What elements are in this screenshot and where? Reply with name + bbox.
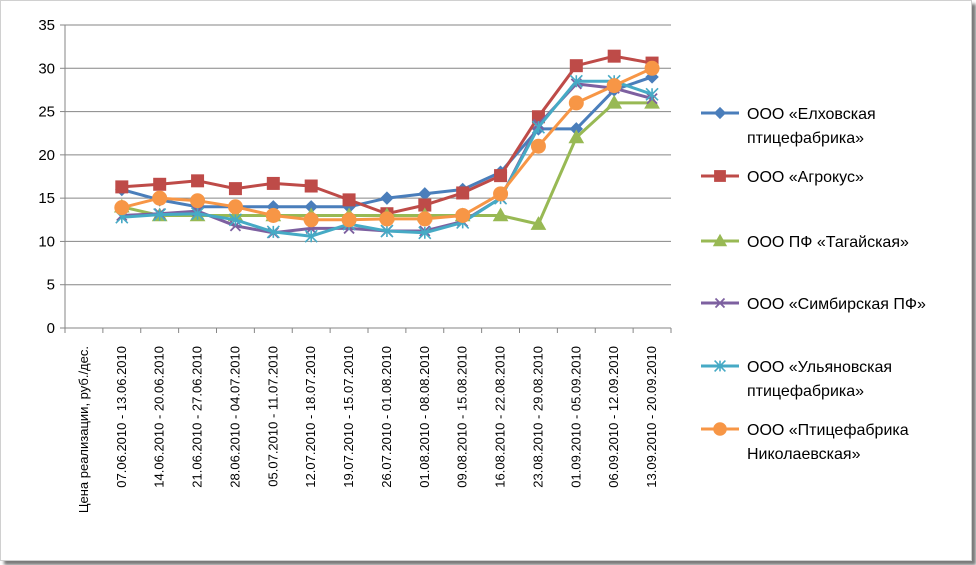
data-point [492,207,509,222]
data-point [418,226,432,240]
data-point [380,191,394,205]
data-point [341,212,357,228]
data-point [379,211,395,227]
y-tick-label: 15 [38,190,55,207]
data-point [494,169,508,183]
x-tick-label: 05.07.2010 - 11.07.2010 [265,346,280,487]
data-point [645,87,659,101]
data-point [266,225,280,239]
y-tick-label: 25 [38,104,55,121]
data-point [713,106,727,120]
legend-label: Николаевская» [747,446,861,463]
data-point [190,207,205,221]
data-point [530,138,546,154]
data-point [303,212,319,228]
data-point [115,180,129,194]
data-point [114,200,130,216]
data-point [304,229,318,243]
data-point [569,74,583,88]
data-point [227,199,243,215]
x-tick-label: 01.09.2010 - 05.09.2010 [568,346,583,488]
data-point [191,174,205,188]
x-tick-label: 19.07.2010 - 15.07.2010 [341,346,356,488]
data-point [152,190,168,206]
data-point [456,186,470,200]
x-tick-label: 28.06.2010 - 04.07.2010 [227,346,242,488]
data-point [569,59,583,73]
x-tick-label: 13.09.2010 - 20.09.2010 [644,346,659,488]
data-point [606,78,622,94]
x-tick-label: 12.07.2010 - 18.07.2010 [303,346,318,488]
x-tick-label: Цена реализации, руб./дес. [76,346,91,513]
legend-label: ООО «Елховская [747,106,876,123]
data-point [304,179,318,193]
data-point [153,177,167,191]
legend-label: ООО «Ульяновская [747,359,892,376]
legend-label: ООО «Симбирская ПФ» [747,296,926,313]
legend-label: птицефабрика» [747,383,864,400]
data-point [568,95,584,111]
data-point [228,182,242,196]
x-tick-label: 01.08.2010 - 08.08.2010 [417,346,432,488]
x-tick-label: 07.06.2010 - 13.06.2010 [114,346,129,488]
data-point [417,211,433,227]
x-tick-label: 26.07.2010 - 01.08.2010 [379,346,394,488]
x-tick-label: 14.06.2010 - 20.06.2010 [152,346,167,488]
data-point [455,207,471,223]
y-tick-label: 35 [38,17,55,34]
data-point [380,224,394,238]
x-tick-label: 21.06.2010 - 27.06.2010 [190,346,205,488]
data-point [531,120,546,134]
data-point [607,49,621,63]
data-point [712,233,728,247]
data-point [714,297,726,309]
legend-label: ООО «Агрокус» [747,169,864,186]
data-point [713,422,727,436]
data-point [342,193,356,207]
y-tick-label: 5 [47,277,55,294]
data-point [530,216,547,230]
y-tick-label: 10 [38,233,55,250]
data-point [228,213,243,227]
data-point [265,207,281,223]
legend-label: ООО «Птицефабрика [747,422,909,439]
data-point [153,208,167,222]
y-tick-label: 30 [38,60,55,77]
data-point [266,176,280,190]
legend-label: ООО ПФ «Тагайская» [747,234,909,251]
data-point [606,94,623,109]
data-point [714,170,726,182]
data-point [644,60,660,76]
data-point [714,360,726,372]
y-tick-label: 0 [47,320,55,337]
data-point [568,129,585,144]
legend-label: птицефабрика» [747,130,864,147]
x-tick-label: 09.08.2010 - 15.08.2010 [455,346,470,488]
x-tick-label: 06.09.2010 - 12.09.2010 [606,346,621,488]
x-tick-label: 23.08.2010 - 29.08.2010 [530,346,545,488]
data-point [190,193,206,209]
data-point [493,186,509,202]
x-tick-label: 16.08.2010 - 22.08.2010 [493,346,508,488]
y-tick-label: 20 [38,147,55,164]
